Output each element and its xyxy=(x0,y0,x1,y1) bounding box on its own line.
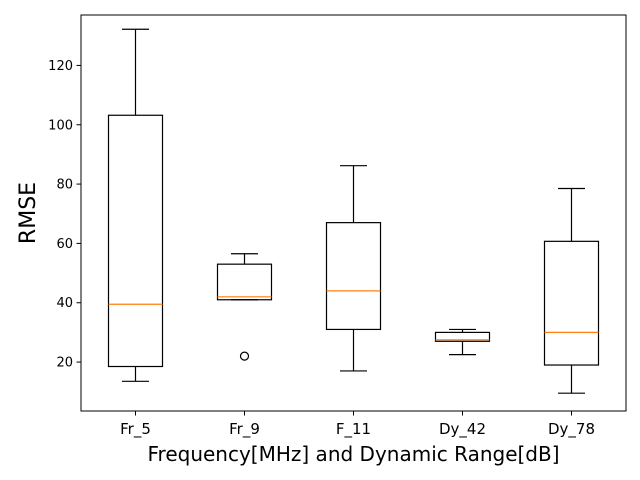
y-tick-label: 60 xyxy=(56,237,73,252)
x-tick-label: Dy_42 xyxy=(439,420,486,439)
x-tick-label: Fr_9 xyxy=(229,420,260,439)
y-tick-label: 120 xyxy=(48,59,73,74)
outlier-point xyxy=(239,351,250,361)
x-axis-title: Frequency[MHz] and Dynamic Range[dB] xyxy=(147,442,559,466)
iqr-box xyxy=(216,263,273,301)
y-axis-title: RMSE xyxy=(16,182,41,244)
box-fr-9 xyxy=(216,253,273,361)
box-f-11 xyxy=(325,165,382,372)
iqr-box xyxy=(325,222,382,331)
x-axis: Fr_5 Fr_9 F_11 Dy_42 Dy_78 xyxy=(120,411,595,439)
iqr-box xyxy=(434,331,491,342)
plot-area xyxy=(107,28,600,394)
x-tick-label: Dy_78 xyxy=(548,420,595,439)
y-tick-label: 20 xyxy=(56,356,73,371)
y-tick-label: 80 xyxy=(56,178,73,193)
box-dy-42 xyxy=(434,328,491,356)
y-tick-label: 100 xyxy=(48,118,73,133)
x-tick-label: F_11 xyxy=(336,420,371,439)
box-dy-78 xyxy=(543,187,600,394)
box-fr-5 xyxy=(107,28,164,382)
iqr-box xyxy=(543,240,600,366)
y-axis: 20 40 60 80 100 120 xyxy=(48,59,81,371)
iqr-box xyxy=(107,114,164,368)
y-tick-label: 40 xyxy=(56,296,73,311)
x-tick-label: Fr_5 xyxy=(120,420,151,439)
